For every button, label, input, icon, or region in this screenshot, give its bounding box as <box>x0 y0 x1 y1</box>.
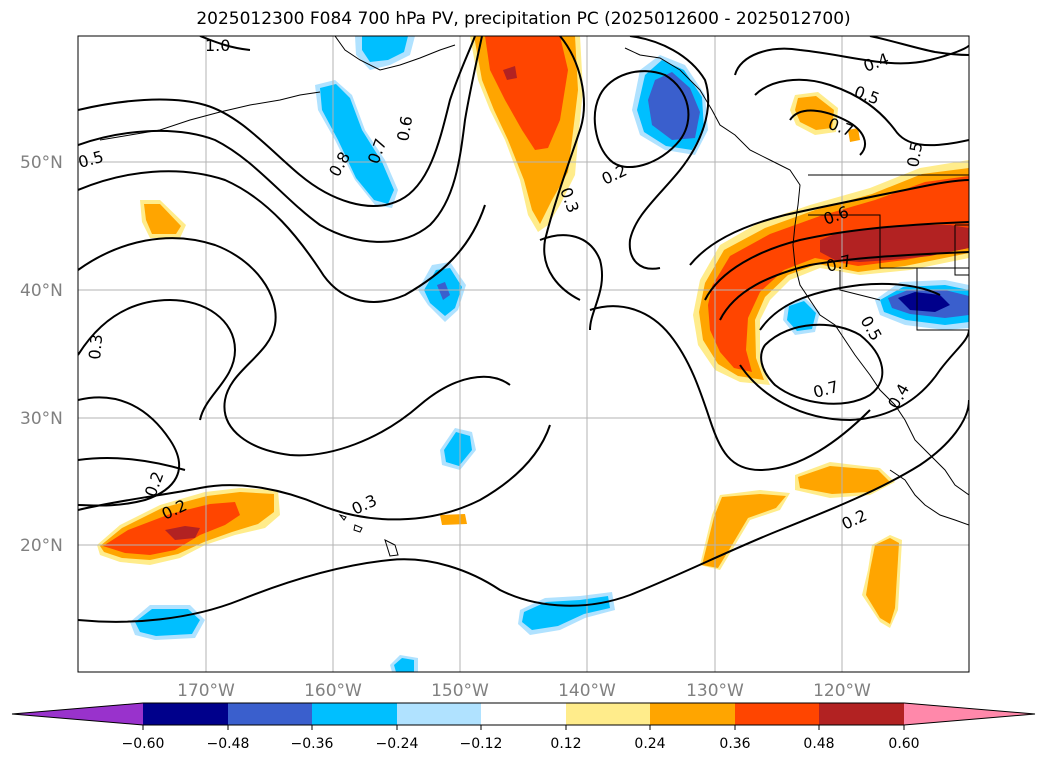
map-frame <box>77 35 970 673</box>
colorbar-segment <box>228 703 312 725</box>
lon-label-170w: 170°W <box>177 681 235 701</box>
lat-label-30: 30°N <box>20 409 63 429</box>
svg-text:0.6: 0.6 <box>393 114 416 142</box>
colorbar-segment <box>650 703 735 725</box>
lon-label-140w: 140°W <box>558 681 616 701</box>
lat-label-50: 50°N <box>20 153 63 173</box>
colorbar-segment <box>481 703 566 725</box>
colorbar-extend-low <box>12 703 143 725</box>
colorbar-tick: 0.12 <box>550 736 581 752</box>
colorbar-segment <box>735 703 819 725</box>
colorbar-tick: −0.48 <box>207 736 250 752</box>
colorbar-segment <box>819 703 904 725</box>
svg-text:1.0: 1.0 <box>205 36 230 55</box>
lon-label-150w: 150°W <box>431 681 489 701</box>
colorbar-tick: 0.60 <box>888 736 919 752</box>
lon-label-120w: 120°W <box>813 681 871 701</box>
colorbar-segment <box>566 703 650 725</box>
colorbar-tick: −0.36 <box>291 736 334 752</box>
colorbar-segment <box>397 703 481 725</box>
lon-label-130w: 130°W <box>686 681 744 701</box>
svg-text:0.5: 0.5 <box>903 140 926 168</box>
lat-label-20: 20°N <box>20 536 63 556</box>
colorbar-segment <box>143 703 228 725</box>
lon-label-160w: 160°W <box>304 681 362 701</box>
colorbar-segment <box>312 703 397 725</box>
svg-text:0.3: 0.3 <box>85 333 106 360</box>
pv-contours <box>78 36 969 623</box>
colorbar-tick: 0.48 <box>803 736 834 752</box>
colorbar-tick: 0.36 <box>719 736 750 752</box>
map-title: 2025012300 F084 700 hPa PV, precipitatio… <box>196 9 851 29</box>
colorbar-extend-high <box>904 703 1035 725</box>
precip-blob-small <box>440 514 467 525</box>
precip-plume-north <box>470 36 583 232</box>
precip-negative-areas <box>130 36 969 672</box>
colorbar-tick: −0.60 <box>122 736 165 752</box>
longitude-labels: 170°W 160°W 150°W 140°W 130°W 120°W <box>177 681 871 701</box>
colorbar: −0.60 −0.48 −0.36 −0.24 −0.12 0.12 0.24 … <box>11 702 1036 752</box>
colorbar-tick: −0.24 <box>376 736 419 752</box>
colorbar-tick: −0.12 <box>460 736 503 752</box>
colorbar-tick: 0.24 <box>634 736 665 752</box>
latitude-labels: 50°N 40°N 30°N 20°N <box>20 153 63 556</box>
lat-label-40: 40°N <box>20 281 63 301</box>
